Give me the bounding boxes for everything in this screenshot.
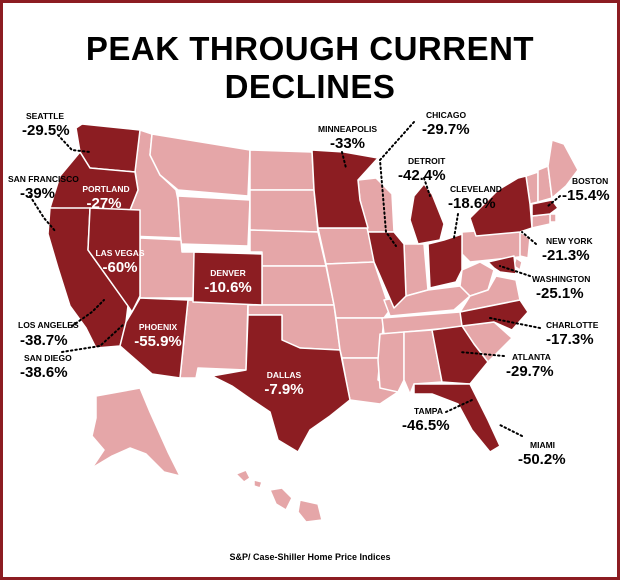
state-ohio	[427, 233, 463, 289]
state-florida	[413, 383, 501, 453]
state-hawaii	[235, 469, 323, 523]
label-miami: MIAMI -50.2%	[518, 440, 566, 468]
label-portland: PORTLAND -27%	[82, 184, 129, 212]
state-new-mexico	[179, 299, 249, 379]
svg-text:-60%: -60%	[102, 259, 137, 276]
label-atlanta: ATLANTA -29.7%	[506, 352, 554, 380]
state-georgia	[431, 325, 489, 385]
label-minneapolis: MINNEAPOLIS -33%	[318, 124, 377, 152]
state-minnesota	[311, 149, 379, 229]
state-kansas	[261, 265, 335, 306]
svg-text:-38.6%: -38.6%	[20, 364, 68, 381]
svg-text:-50.2%: -50.2%	[518, 451, 566, 468]
state-arizona	[119, 297, 189, 379]
svg-text:DALLAS: DALLAS	[267, 370, 302, 380]
label-dallas: DALLAS -7.9%	[264, 370, 303, 398]
svg-text:-29.5%: -29.5%	[22, 122, 70, 139]
svg-text:ATLANTA: ATLANTA	[512, 352, 551, 362]
svg-text:LAS VEGAS: LAS VEGAS	[95, 248, 144, 258]
svg-text:-38.7%: -38.7%	[20, 332, 68, 349]
svg-text:CHICAGO: CHICAGO	[426, 110, 467, 120]
svg-text:LOS ANGELES: LOS ANGELES	[18, 320, 79, 330]
state-utah	[139, 237, 196, 299]
svg-text:SAN DIEGO: SAN DIEGO	[24, 353, 72, 363]
state-oregon	[49, 151, 139, 211]
label-new-york: NEW YORK -21.3%	[542, 236, 593, 264]
svg-text:-18.6%: -18.6%	[448, 195, 496, 212]
svg-text:SAN FRANCISCO: SAN FRANCISCO	[8, 174, 79, 184]
label-las-vegas: LAS VEGAS -60%	[95, 248, 144, 276]
state-mississippi	[377, 331, 405, 393]
label-cleveland: CLEVELAND -18.6%	[448, 184, 502, 212]
svg-text:CHARLOTTE: CHARLOTTE	[546, 320, 599, 330]
svg-text:-15.4%: -15.4%	[562, 187, 610, 204]
label-detroit: DETROIT -42.4%	[398, 156, 446, 184]
state-iowa	[317, 227, 375, 265]
state-maine	[547, 139, 579, 199]
svg-text:MINNEAPOLIS: MINNEAPOLIS	[318, 124, 377, 134]
svg-text:-33%: -33%	[330, 135, 365, 152]
label-san-francisco: SAN FRANCISCO -39%	[8, 174, 79, 202]
label-charlotte: CHARLOTTE -17.3%	[546, 320, 599, 348]
svg-text:DETROIT: DETROIT	[408, 156, 446, 166]
state-south-dakota	[249, 189, 319, 233]
label-phoenix: PHOENIX -55.9%	[134, 322, 182, 350]
svg-text:-29.7%: -29.7%	[422, 121, 470, 138]
label-boston: BOSTON -15.4%	[562, 176, 610, 204]
svg-text:CLEVELAND: CLEVELAND	[450, 184, 502, 194]
svg-text:-55.9%: -55.9%	[134, 333, 182, 350]
svg-text:PHOENIX: PHOENIX	[139, 322, 178, 332]
svg-text:-39%: -39%	[20, 185, 55, 202]
svg-text:-10.6%: -10.6%	[204, 279, 252, 296]
svg-text:DENVER: DENVER	[210, 268, 245, 278]
svg-text:-21.3%: -21.3%	[542, 247, 590, 264]
svg-text:-27%: -27%	[86, 195, 121, 212]
state-arkansas	[335, 317, 385, 359]
label-tampa: TAMPA -46.5%	[402, 406, 450, 434]
svg-text:-25.1%: -25.1%	[536, 285, 584, 302]
svg-text:NEW YORK: NEW YORK	[546, 236, 593, 246]
label-chicago: CHICAGO -29.7%	[422, 110, 470, 138]
state-michigan	[409, 183, 445, 245]
state-massachusetts	[531, 199, 559, 217]
label-washington: WASHINGTON -25.1%	[532, 274, 590, 302]
state-wyoming	[177, 195, 251, 247]
label-los-angeles: LOS ANGELES -38.7%	[18, 320, 79, 349]
label-seattle: SEATTLE -29.5%	[22, 111, 70, 139]
svg-text:-46.5%: -46.5%	[402, 417, 450, 434]
svg-text:PORTLAND: PORTLAND	[82, 184, 129, 194]
svg-text:-42.4%: -42.4%	[398, 167, 446, 184]
state-texas	[211, 314, 351, 453]
map-title: PEAK THROUGH CURRENT DECLINES	[85, 30, 535, 105]
svg-text:MIAMI: MIAMI	[530, 440, 555, 450]
label-san-diego: SAN DIEGO -38.6%	[20, 353, 72, 381]
svg-text:-17.3%: -17.3%	[546, 331, 594, 348]
source-note: S&P/ Case-Shiller Home Price Indices	[229, 552, 391, 562]
svg-text:SEATTLE: SEATTLE	[26, 111, 64, 121]
state-new-york	[469, 175, 533, 237]
svg-text:-7.9%: -7.9%	[264, 381, 303, 398]
state-indiana	[403, 243, 429, 297]
state-north-dakota	[249, 149, 315, 191]
state-illinois	[367, 231, 407, 309]
svg-text:WASHINGTON: WASHINGTON	[532, 274, 590, 284]
state-rhode-island	[549, 213, 557, 223]
svg-text:BOSTON: BOSTON	[572, 176, 608, 186]
svg-text:-29.7%: -29.7%	[506, 363, 554, 380]
label-denver: DENVER -10.6%	[204, 268, 252, 296]
state-alaska	[91, 387, 181, 477]
svg-text:TAMPA: TAMPA	[414, 406, 443, 416]
state-colorado	[192, 251, 263, 306]
state-new-jersey	[519, 231, 531, 259]
